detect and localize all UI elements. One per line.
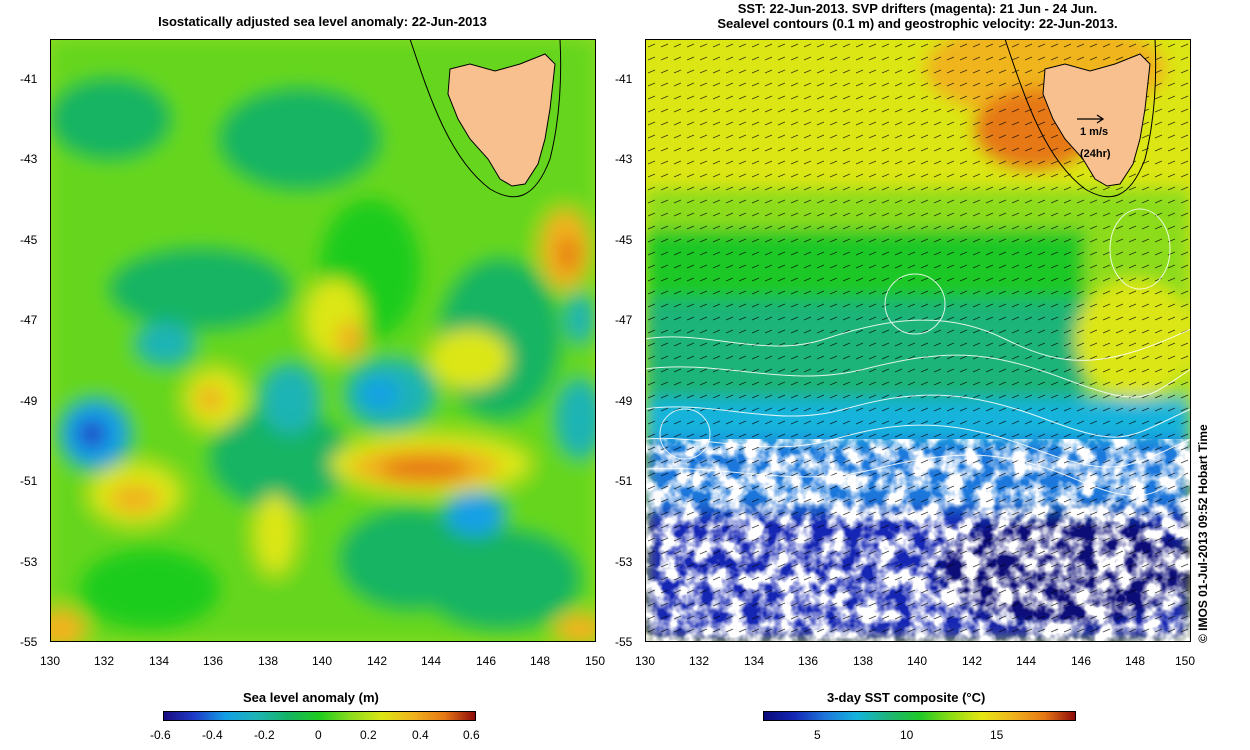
left-map-title: Isostatically adjusted sea level anomaly… — [158, 14, 487, 29]
lon-tick: 138 — [258, 654, 279, 668]
tasmania-landmass — [447, 53, 556, 187]
tasmania-landmass — [1042, 53, 1151, 187]
sst-map — [645, 39, 1191, 642]
lon-tick: 142 — [367, 654, 388, 668]
colorbar-tick: -0.4 — [202, 728, 223, 742]
lon-tick: 138 — [853, 654, 874, 668]
sla-colorbar — [163, 711, 476, 721]
lat-tick: -41 — [615, 72, 633, 86]
lat-tick: -55 — [615, 635, 633, 649]
lat-tick: -41 — [20, 72, 38, 86]
lat-tick: -47 — [20, 313, 38, 327]
lat-tick: -45 — [20, 233, 38, 247]
lon-tick: 148 — [1125, 654, 1146, 668]
lat-tick: -49 — [20, 394, 38, 408]
lon-tick: 140 — [907, 654, 928, 668]
sst-colorbar — [763, 711, 1076, 721]
lon-tick: 146 — [1071, 654, 1092, 668]
lon-tick: 148 — [530, 654, 551, 668]
lat-tick: -53 — [20, 555, 38, 569]
lon-tick: 132 — [94, 654, 115, 668]
lat-tick: -53 — [615, 555, 633, 569]
lon-tick: 130 — [635, 654, 656, 668]
sst-colorbar-title: 3-day SST composite (°C) — [827, 690, 986, 705]
velocity-key-duration: (24hr) — [1080, 148, 1111, 160]
colorbar-tick: 5 — [814, 728, 821, 742]
lon-tick: 150 — [585, 654, 606, 668]
velocity-key-arrow — [1077, 114, 1105, 124]
lon-tick: 130 — [40, 654, 61, 668]
sla-colorbar-title: Sea level anomaly (m) — [243, 690, 379, 705]
imos-credit: © IMOS 01-Jul-2013 09:52 Hobart Time — [1196, 424, 1210, 643]
lat-tick: -55 — [20, 635, 38, 649]
lat-tick: -51 — [20, 474, 38, 488]
lat-tick: -49 — [615, 394, 633, 408]
colorbar-tick: -0.2 — [254, 728, 275, 742]
colorbar-tick: 15 — [990, 728, 1004, 742]
colorbar-tick: 0.4 — [412, 728, 429, 742]
sea-level-anomaly-map — [50, 39, 596, 642]
lat-tick: -45 — [615, 233, 633, 247]
colorbar-tick: 0 — [315, 728, 322, 742]
lon-tick: 140 — [312, 654, 333, 668]
lon-tick: 132 — [689, 654, 710, 668]
colorbar-tick: 0.2 — [360, 728, 377, 742]
lon-tick: 134 — [149, 654, 170, 668]
lon-tick: 146 — [476, 654, 497, 668]
lat-tick: -43 — [615, 152, 633, 166]
velocity-key-speed: 1 m/s — [1080, 126, 1109, 138]
lon-tick: 136 — [203, 654, 224, 668]
right-map-title-line2: Sealevel contours (0.1 m) and geostrophi… — [717, 16, 1118, 31]
lon-tick: 144 — [421, 654, 442, 668]
lat-tick: -47 — [615, 313, 633, 327]
lon-tick: 150 — [1175, 654, 1196, 668]
lon-tick: 142 — [962, 654, 983, 668]
right-map-title-line1: SST: 22-Jun-2013. SVP drifters (magenta)… — [737, 1, 1098, 16]
lat-tick: -51 — [615, 474, 633, 488]
colorbar-tick: -0.6 — [150, 728, 171, 742]
lat-tick: -43 — [20, 152, 38, 166]
colorbar-tick: 10 — [900, 728, 914, 742]
lon-tick: 144 — [1016, 654, 1037, 668]
lon-tick: 134 — [744, 654, 765, 668]
lon-tick: 136 — [798, 654, 819, 668]
colorbar-tick: 0.6 — [463, 728, 480, 742]
